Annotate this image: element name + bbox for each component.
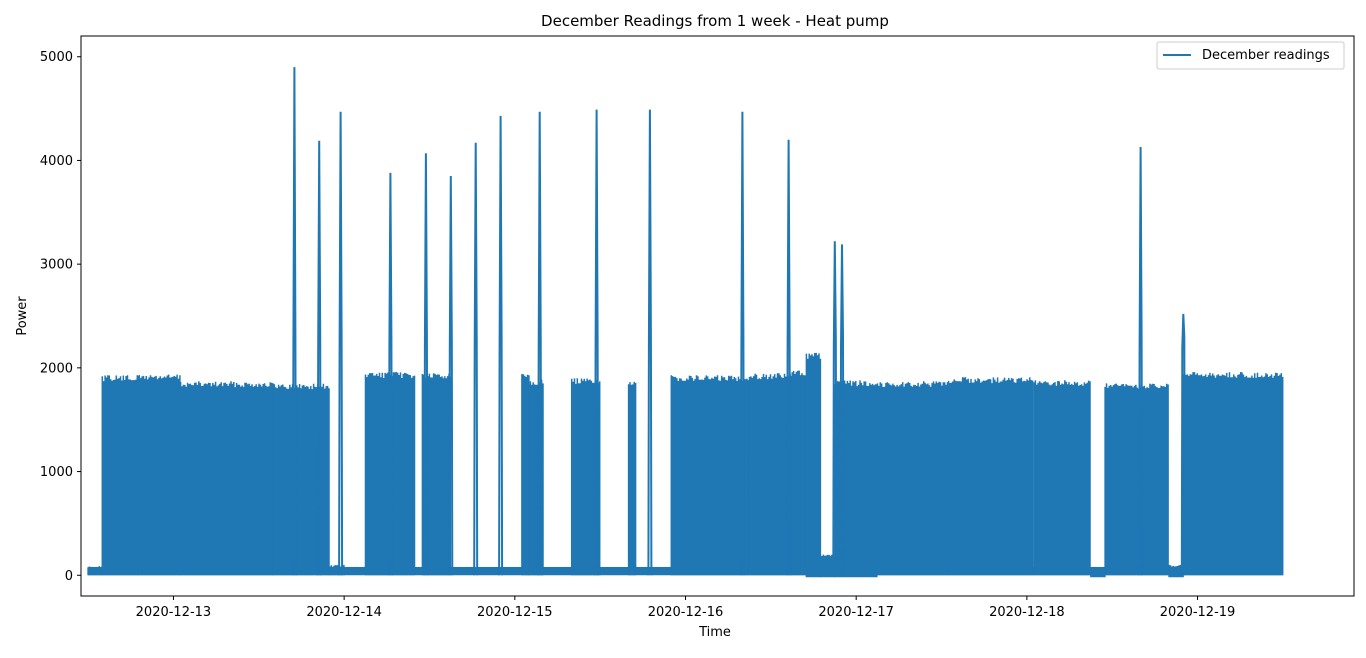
y-tick-label: 4000 [40,154,73,169]
y-tick-label: 2000 [40,361,73,376]
series-spike [498,115,504,576]
series-spike [647,109,653,576]
x-tick-label: 2020-12-19 [1160,605,1236,620]
legend-label: December readings [1202,48,1330,63]
series-segment [87,566,103,576]
series-spike [387,172,393,576]
x-tick-label: 2020-12-18 [989,605,1065,620]
series-segment [627,381,637,576]
series-spike [537,111,543,576]
series-spike [423,153,429,576]
series-spike [594,109,600,576]
legend-box [1156,41,1345,70]
series-spike [448,175,454,576]
x-tick-label: 2020-12-14 [306,605,382,620]
series-spike [839,244,845,576]
y-tick-label: 1000 [40,465,73,480]
x-tick-label: 2020-12-15 [477,605,553,620]
y-axis-label: Power [15,296,30,336]
y-tick-label: 3000 [40,258,73,273]
series-segment [1182,372,1284,576]
series-spike [473,142,479,576]
series-segment [272,383,330,576]
series-segment [791,370,807,576]
series-december-readings [87,67,1284,578]
series-segment [947,377,1034,576]
x-tick-label: 2020-12-16 [648,605,724,620]
series-segment [1104,383,1169,576]
series-segment [805,352,822,578]
x-tick-label: 2020-12-17 [818,605,894,620]
series-spike [338,111,344,576]
series-segment [670,375,750,576]
series-segment [521,374,530,576]
series-segment [101,375,139,576]
series-spike [316,140,322,576]
series-spike [1138,146,1144,576]
series-spike [1180,313,1186,576]
x-tick-label: 2020-12-13 [136,605,212,620]
chart-title: December Readings from 1 week - Heat pum… [541,12,889,30]
series-segment [179,381,274,576]
series-spike [832,241,838,576]
y-tick-label: 5000 [40,50,73,65]
y-tick-label: 0 [65,569,73,584]
series-segment [137,374,181,576]
series-segment [876,381,949,576]
series-segment [1090,572,1106,578]
series-segment [364,372,416,576]
legend: December readings [1156,41,1345,70]
x-axis-label: Time [698,625,731,640]
x-axis: 2020-12-13 2020-12-14 2020-12-15 2020-12-16… [136,596,1236,620]
series-segment [1033,380,1091,576]
y-axis: 0 1000 2000 3000 4000 5000 [40,50,81,584]
plot-frame [80,35,1355,597]
series-spike [739,111,745,576]
series-spike [291,67,297,576]
series-segment [748,373,793,576]
series-spike [786,139,792,576]
